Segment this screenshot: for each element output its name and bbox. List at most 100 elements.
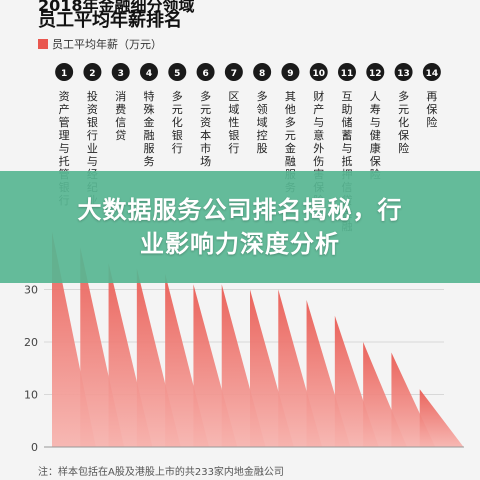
- rank-badge: [394, 63, 413, 81]
- category-label-char: 行: [87, 129, 98, 142]
- rank-badge: [111, 63, 130, 81]
- category-label-char: 保: [398, 128, 409, 142]
- category-label-char: 融: [144, 129, 155, 142]
- category-label-char: 险: [398, 141, 409, 155]
- rank-badge: [83, 63, 102, 81]
- rank-badge: [55, 63, 74, 81]
- rank-badge: [168, 63, 187, 81]
- category-label-char: 务: [144, 155, 155, 168]
- rank-label: 7: [231, 69, 237, 79]
- y-tick-label: 20: [24, 336, 38, 349]
- category-label-char: 银: [87, 115, 98, 129]
- bar: [193, 284, 238, 447]
- category-label-char: 互: [342, 90, 353, 103]
- rank-label: 4: [146, 69, 152, 79]
- category-label-char: 抵: [342, 154, 353, 168]
- category-label-char: 股: [257, 142, 268, 155]
- category-label-char: 消: [115, 89, 126, 103]
- category-label-char: 储: [342, 115, 353, 129]
- category-label-char: 健: [370, 129, 381, 142]
- category-label-char: 与: [313, 116, 324, 129]
- bar: [136, 268, 181, 447]
- category-label-char: 元: [200, 103, 211, 116]
- category-label-char: 费: [115, 103, 126, 116]
- rank-badge: [309, 63, 328, 81]
- category-label-char: 他: [285, 103, 296, 116]
- category-label-char: 元: [285, 129, 296, 142]
- category-label-char: 管: [59, 115, 70, 129]
- y-tick-label: 10: [24, 389, 38, 402]
- rank-label: 13: [397, 69, 410, 79]
- rank-badge: [253, 63, 272, 81]
- rank-badge: [281, 63, 300, 81]
- category-label-char: 人: [370, 90, 381, 103]
- category-label-char: 化: [172, 115, 183, 129]
- headline-line-2: 业影响力深度分析: [140, 230, 340, 258]
- rank-badge: [224, 63, 243, 81]
- bar: [108, 263, 153, 447]
- chart-title: 员工平均年薪排名: [38, 10, 182, 31]
- category-label-char: 蓄: [342, 129, 353, 142]
- category-label-char: 资: [59, 90, 70, 103]
- rank-badge: [140, 63, 158, 81]
- category-label-char: 托: [59, 154, 70, 168]
- category-label-char: 多: [398, 89, 409, 103]
- category-label-char: 域: [228, 103, 239, 116]
- rank-label: 6: [202, 69, 208, 79]
- rank-label: 8: [259, 69, 265, 79]
- category-label-char: 市: [200, 141, 211, 155]
- category-label-char: 贷: [115, 128, 126, 142]
- category-label-char: 理: [59, 129, 70, 142]
- category-label-char: 服: [144, 142, 155, 155]
- category-label-char: 伤: [313, 155, 324, 168]
- y-tick-label: 0: [31, 441, 38, 454]
- category-label-char: 保: [370, 154, 381, 168]
- category-label-char: 融: [285, 155, 296, 168]
- category-label-char: 与: [342, 142, 353, 155]
- headline-line-1: 大数据服务公司排名揭秘，行: [77, 196, 403, 224]
- category-label-char: 多: [257, 89, 268, 103]
- category-label-char: 金: [144, 115, 155, 129]
- category-label-char: 资: [87, 103, 98, 116]
- legend-swatch: [38, 39, 48, 49]
- category-label-char: 领: [257, 103, 268, 116]
- category-label-char: 殊: [144, 102, 155, 116]
- category-label-char: 化: [398, 115, 409, 129]
- rank-badge: [338, 63, 356, 81]
- category-label-char: 康: [370, 141, 381, 155]
- category-label-char: 多: [200, 89, 211, 103]
- category-label-char: 寿: [370, 102, 381, 116]
- rank-badge: [196, 63, 215, 81]
- category-label-char: 投: [87, 89, 98, 103]
- category-label-char: 多: [172, 89, 183, 103]
- chart-supertitle: 2018年金融细分领域: [38, 0, 195, 15]
- category-label-char: 金: [285, 141, 296, 155]
- category-label-char: 信: [115, 116, 126, 129]
- category-label-char: 控: [257, 128, 268, 142]
- rank-label: 3: [118, 69, 124, 79]
- rank-label: 12: [369, 69, 382, 79]
- category-label-char: 本: [200, 128, 211, 142]
- category-label-char: 与: [370, 116, 381, 129]
- category-label-char: 元: [398, 103, 409, 116]
- category-label-char: 行: [228, 142, 239, 155]
- category-label-char: 其: [285, 90, 296, 103]
- category-label-char: 财: [313, 89, 324, 103]
- category-label-char: 产: [313, 102, 324, 116]
- category-label-char: 与: [59, 142, 70, 155]
- category-label-char: 域: [257, 116, 268, 129]
- category-label-char: 银: [172, 128, 183, 142]
- y-tick-label: 30: [24, 284, 38, 297]
- category-label-char: 区: [228, 90, 239, 103]
- category-label-char: 业: [87, 142, 98, 155]
- category-label-char: 银: [228, 128, 239, 142]
- rank-badge: [422, 63, 441, 81]
- bar: [221, 284, 266, 447]
- category-label-char: 与: [87, 155, 98, 168]
- category-label-char: 多: [285, 115, 296, 129]
- rank-label: 2: [89, 69, 95, 79]
- category-label-char: 元: [172, 103, 183, 116]
- rank-label: 5: [174, 69, 180, 79]
- rank-label: 1: [61, 69, 67, 79]
- category-label-char: 行: [172, 142, 183, 155]
